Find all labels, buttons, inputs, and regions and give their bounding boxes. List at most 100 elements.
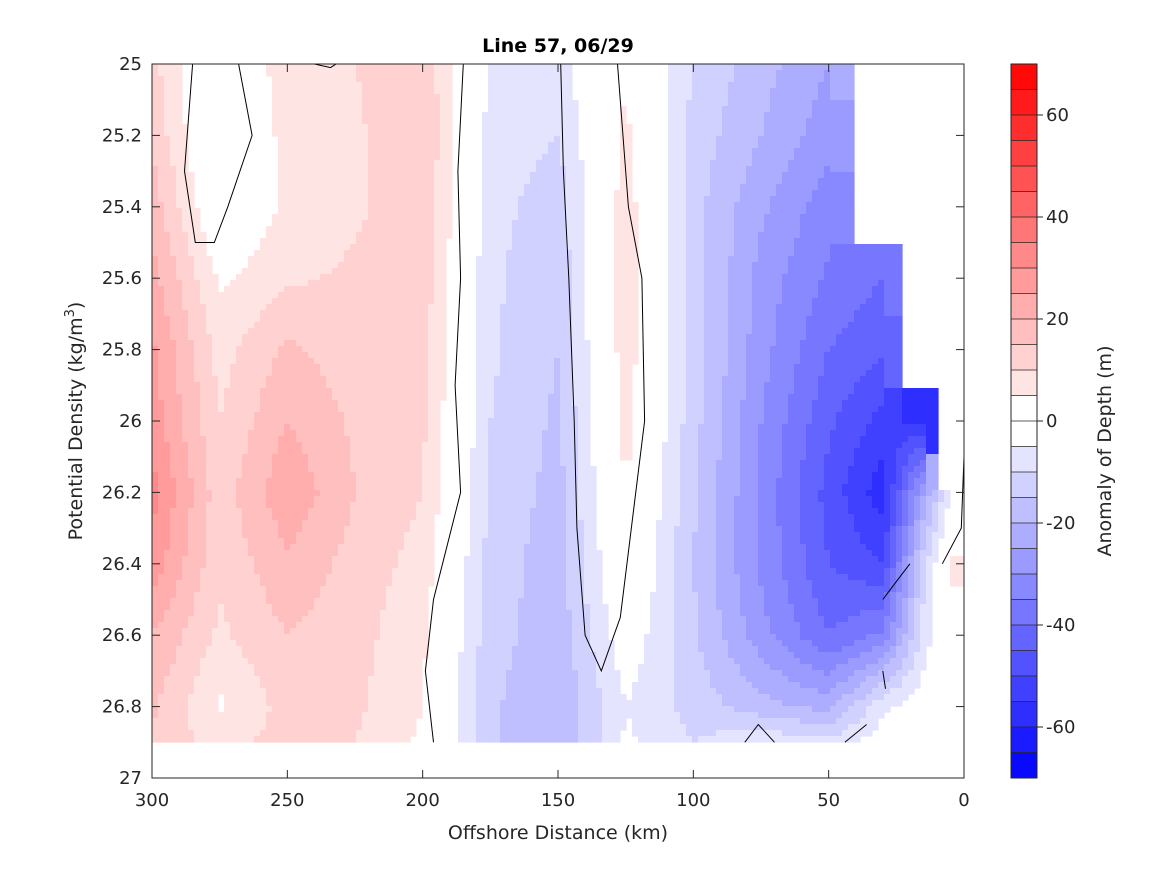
field-cell (332, 82, 339, 89)
field-cell (896, 334, 903, 341)
field-cell (536, 190, 543, 197)
field-cell (230, 334, 237, 341)
field-cell (482, 190, 489, 197)
field-cell (854, 304, 861, 311)
field-cell (680, 178, 687, 185)
field-cell (176, 286, 183, 293)
field-cell (824, 358, 831, 365)
field-cell (566, 214, 573, 221)
field-cell (506, 244, 513, 251)
field-cell (206, 334, 213, 341)
field-cell (614, 310, 621, 317)
field-cell (506, 142, 513, 149)
field-cell (758, 190, 765, 197)
field-cell (494, 214, 501, 221)
field-cell (776, 256, 783, 263)
field-cell (554, 202, 561, 209)
field-cell (392, 358, 399, 365)
field-cell (320, 364, 327, 371)
field-cell (296, 136, 303, 143)
field-cell (296, 298, 303, 305)
field-cell (344, 130, 351, 137)
field-cell (206, 376, 213, 383)
field-cell (194, 328, 201, 335)
field-cell (542, 310, 549, 317)
field-cell (560, 76, 567, 83)
field-cell (836, 184, 843, 191)
field-cell (272, 280, 279, 287)
field-cell (170, 106, 177, 113)
field-cell (524, 316, 531, 323)
field-cell (554, 364, 561, 371)
field-cell (506, 292, 513, 299)
field-cell (530, 88, 537, 95)
field-cell (326, 160, 333, 167)
field-cell (164, 160, 171, 167)
field-cell (884, 322, 891, 329)
field-cell (248, 322, 255, 329)
field-cell (770, 118, 777, 125)
field-cell (794, 160, 801, 167)
field-cell (176, 328, 183, 335)
field-cell (350, 148, 357, 155)
field-cell (506, 352, 513, 359)
field-cell (632, 346, 639, 353)
field-cell (722, 214, 729, 221)
field-cell (782, 346, 789, 353)
field-cell (326, 316, 333, 323)
field-cell (386, 346, 393, 353)
field-cell (476, 280, 483, 287)
field-cell (350, 196, 357, 203)
field-cell (698, 106, 705, 113)
field-cell (554, 178, 561, 185)
field-cell (362, 172, 369, 179)
field-cell (416, 352, 423, 359)
field-cell (620, 250, 627, 257)
field-cell (386, 100, 393, 107)
field-cell (254, 316, 261, 323)
field-cell (326, 364, 333, 371)
field-cell (518, 250, 525, 257)
field-cell (566, 154, 573, 161)
field-cell (746, 214, 753, 221)
field-cell (530, 166, 537, 173)
field-cell (314, 238, 321, 245)
field-cell (332, 196, 339, 203)
field-cell (752, 112, 759, 119)
field-cell (794, 190, 801, 197)
field-cell (368, 244, 375, 251)
field-cell (266, 262, 273, 269)
field-cell (230, 292, 237, 299)
field-cell (812, 94, 819, 101)
field-cell (764, 340, 771, 347)
field-cell (740, 340, 747, 347)
field-cell (440, 160, 447, 167)
field-cell (752, 88, 759, 95)
field-cell (818, 100, 825, 107)
field-cell (182, 148, 189, 155)
field-cell (542, 292, 549, 299)
field-cell (800, 316, 807, 323)
field-cell (344, 352, 351, 359)
field-cell (290, 166, 297, 173)
field-cell (266, 250, 273, 257)
field-cell (722, 352, 729, 359)
field-cell (266, 316, 273, 323)
field-cell (326, 214, 333, 221)
field-cell (368, 298, 375, 305)
field-cell (542, 82, 549, 89)
field-cell (404, 334, 411, 341)
field-cell (836, 268, 843, 275)
field-cell (344, 196, 351, 203)
field-cell (704, 220, 711, 227)
field-cell (836, 226, 843, 233)
field-cell (872, 292, 879, 299)
field-cell (818, 160, 825, 167)
field-cell (410, 100, 417, 107)
field-cell (398, 76, 405, 83)
field-cell (158, 244, 165, 251)
field-cell (728, 256, 735, 263)
field-cell (680, 184, 687, 191)
field-cell (152, 214, 159, 221)
field-cell (746, 160, 753, 167)
